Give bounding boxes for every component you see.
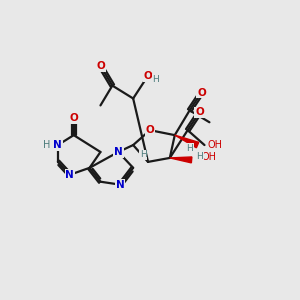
Text: H: H (186, 143, 193, 152)
Text: N: N (114, 147, 123, 157)
Text: N: N (116, 180, 125, 190)
Text: O: O (195, 107, 204, 117)
Text: O: O (96, 61, 105, 71)
Text: OH: OH (208, 140, 223, 150)
Polygon shape (175, 135, 199, 148)
Text: O: O (144, 71, 152, 81)
Polygon shape (170, 157, 192, 163)
Text: N: N (53, 140, 62, 150)
Text: H: H (140, 151, 146, 160)
Text: O: O (69, 113, 78, 123)
Text: H: H (43, 140, 51, 150)
Text: O: O (197, 88, 206, 98)
Text: H: H (153, 75, 159, 84)
Text: N: N (65, 170, 74, 180)
Text: H: H (196, 152, 203, 161)
Text: O: O (146, 125, 154, 135)
Text: OH: OH (202, 152, 217, 162)
